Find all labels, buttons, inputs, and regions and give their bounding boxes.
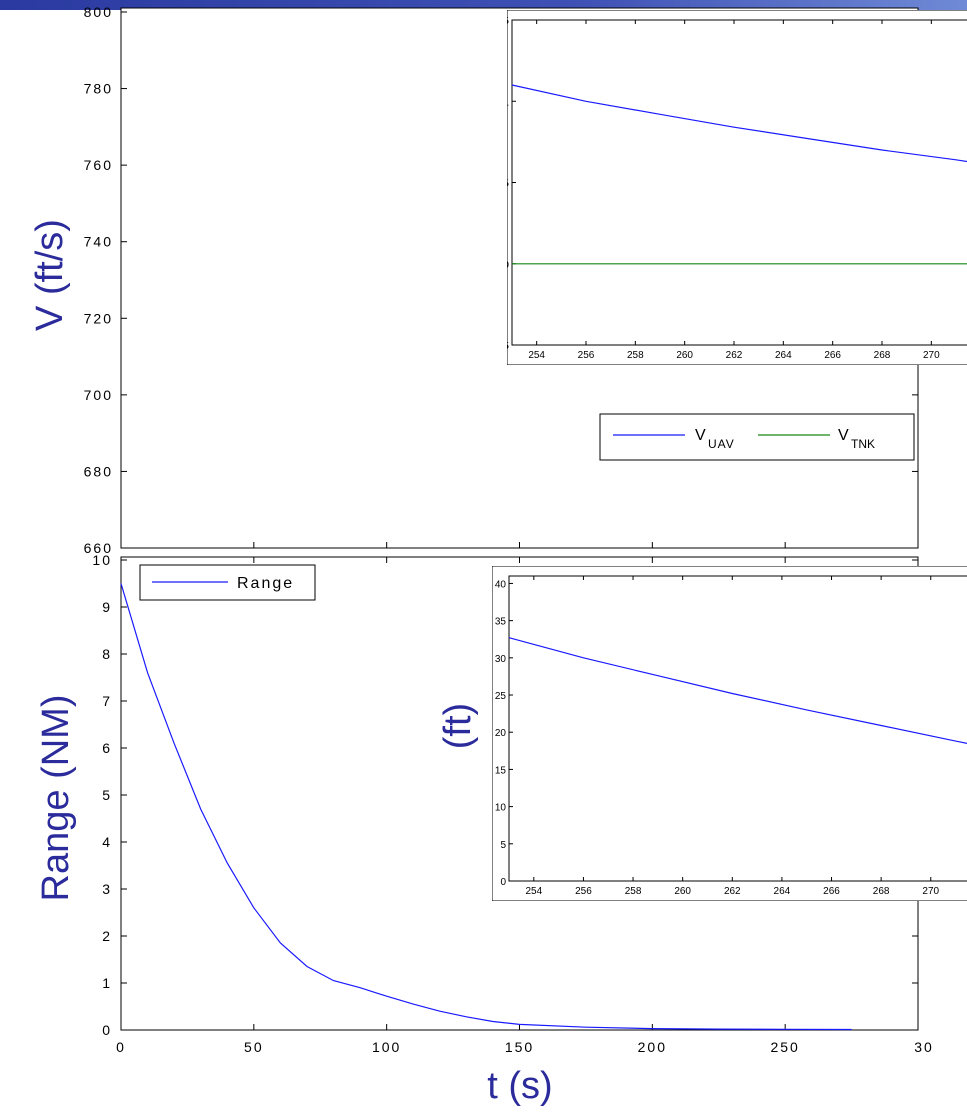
velocity-inset-x-tick-label: 270 xyxy=(923,350,940,361)
velocity-y-tick-label: 760 xyxy=(84,157,113,173)
range-x-axis-label: t (s) xyxy=(487,1065,552,1107)
range-x-tick-label: 50 xyxy=(244,1039,264,1055)
velocity-inset-y-tick-label: 671 xyxy=(492,97,509,108)
slide-header-bar xyxy=(0,0,967,10)
range-inset-y-tick-label: 15 xyxy=(495,765,507,776)
range-inset-x-tick-label: 266 xyxy=(823,886,840,897)
range-y-tick-label: 6 xyxy=(102,740,112,756)
velocity-y-tick-label: 680 xyxy=(84,463,113,479)
legend-label-v-tnk: V xyxy=(838,427,849,444)
range-inset-inset-group: 0 5 10 15 20 25 30 35 40 254 256 258 260 262 264 266 268… xyxy=(492,566,967,901)
velocity-y-tick-label: 800 xyxy=(84,4,113,20)
range-inset-x-tick-label: 254 xyxy=(525,886,542,897)
range-y-axis-label: Range (NM) xyxy=(35,695,77,902)
velocity-y-axis-label: V (ft/s) xyxy=(29,219,71,331)
range-inset-y-tick-label: 40 xyxy=(495,579,507,590)
velocity-inset-x-tick-label: 254 xyxy=(528,350,545,361)
range-inset-y-tick-label: 10 xyxy=(495,803,507,814)
range-y-tick-label: 8 xyxy=(102,646,112,662)
range-y-tick-label: 1 xyxy=(102,975,112,991)
range-x-tick-label: 250 xyxy=(770,1039,799,1055)
range-inset-x-tick-label: 256 xyxy=(575,886,592,897)
velocity-inset-x-tick-label: 260 xyxy=(676,350,693,361)
range-y-tick-label: 2 xyxy=(102,928,112,944)
velocity-y-tick-label: 780 xyxy=(84,81,113,97)
velocity-y-tick-label: 720 xyxy=(84,310,113,326)
range-inset-series-line-range xyxy=(508,637,967,744)
velocity-legend-box xyxy=(599,413,915,461)
range-x-tick-label: 0 xyxy=(116,1039,126,1055)
velocity-y-tick-label: 700 xyxy=(84,387,113,403)
range-inset-inset-axes-box xyxy=(508,575,967,882)
velocity-inset-inset-axes-box xyxy=(511,19,967,346)
range-x-tick-label: 100 xyxy=(372,1039,401,1055)
range-series-line-range xyxy=(120,583,852,1031)
velocity-legend: V UAV V TNK xyxy=(599,413,915,461)
velocity-inset-series-line-v-uav xyxy=(511,84,967,163)
range-inset-y-tick-label: 5 xyxy=(500,840,506,851)
velocity-inset-y-tick-label: 669.5 xyxy=(484,341,509,352)
range-x-tick-label: 150 xyxy=(505,1039,534,1055)
legend-sub-uav: UAV xyxy=(708,437,735,451)
range-y-tick-label: 7 xyxy=(102,693,112,709)
velocity-inset-inset-group: 669.5 670 670.5 671 671.5 254 256 258 260 262 264 2… xyxy=(484,10,967,365)
velocity-y-tick-label: 660 xyxy=(84,540,113,556)
range-y-tick-label: 10 xyxy=(92,552,112,568)
range-inset-y-tick-label: 20 xyxy=(495,728,507,739)
velocity-inset-x-tick-label: 258 xyxy=(627,350,644,361)
velocity-inset-x-tick-label: 266 xyxy=(824,350,841,361)
range-inset-x-tick-label: 264 xyxy=(774,886,791,897)
range-inset-x-tick-label: 260 xyxy=(674,886,691,897)
velocity-inset-x-tick-label: 262 xyxy=(726,350,743,361)
legend-label-v-uav: V xyxy=(695,427,706,444)
range-inset-y-tick-label: 25 xyxy=(495,691,507,702)
legend-sub-tnk: TNK xyxy=(851,437,875,451)
range-x-tick-label: 200 xyxy=(638,1039,667,1055)
velocity-inset-y-tick-label: 670.5 xyxy=(484,179,509,190)
velocity-inset-x-tick-label: 264 xyxy=(775,350,792,361)
range-y-tick-label: 4 xyxy=(102,834,112,850)
range-y-tick-label: 0 xyxy=(102,1022,112,1038)
velocity-inset-series-line-v-tnk xyxy=(512,263,967,265)
velocity-inset-x-tick-label: 268 xyxy=(874,350,891,361)
range-y-tick-label: 5 xyxy=(102,787,112,803)
range-y-tick-label: 9 xyxy=(102,599,112,615)
velocity-inset-y-tick-label: 670 xyxy=(492,260,509,271)
range-inset-x-tick-label: 270 xyxy=(922,886,939,897)
range-inset-x-tick-label: 258 xyxy=(625,886,642,897)
range-inset-x-tick-label: 262 xyxy=(724,886,741,897)
legend-label-range: Range xyxy=(237,575,294,592)
velocity-y-tick-label: 740 xyxy=(84,234,113,250)
range-y-tick-label: 3 xyxy=(102,881,112,897)
range-x-tick-label: 30 xyxy=(914,1039,934,1055)
velocity-inset-y-tick-label: 671.5 xyxy=(484,16,509,27)
range-inset-y-tick-label: 0 xyxy=(500,877,506,888)
range-inset-y-axis-label: (ft) xyxy=(437,703,479,749)
range-inset-x-tick-label: 268 xyxy=(873,886,890,897)
velocity-inset-x-tick-label: 256 xyxy=(578,350,595,361)
range-inset-y-tick-label: 35 xyxy=(495,617,507,628)
range-inset-y-tick-label: 30 xyxy=(495,654,507,665)
range-legend: Range xyxy=(139,564,316,601)
